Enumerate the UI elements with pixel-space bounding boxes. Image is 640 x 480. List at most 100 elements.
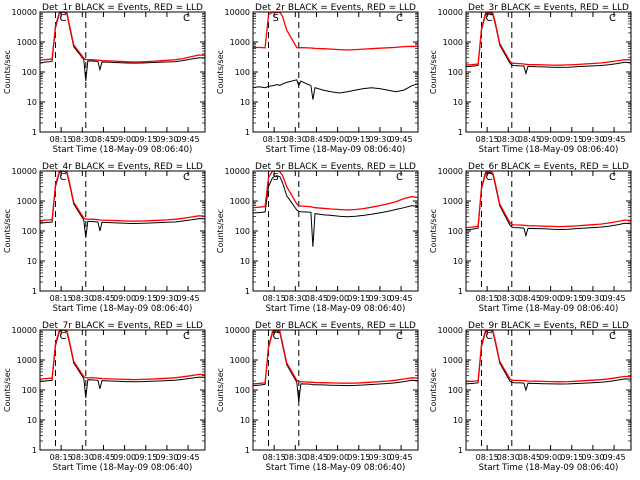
attenuator-marker-right: C	[396, 13, 403, 24]
x-tick-label: 09:00	[326, 294, 349, 303]
y-axis-label: Counts/sec	[3, 50, 12, 94]
y-tick-label: 10000	[225, 8, 250, 17]
x-tick-label: 08:45	[518, 294, 541, 303]
x-tick-label: 09:00	[539, 453, 562, 462]
x-tick-label: 09:15	[560, 135, 583, 144]
y-tick-label: 1	[245, 287, 250, 296]
plot-frame	[252, 11, 419, 133]
x-tick-label: 09:15	[560, 294, 583, 303]
x-tick-label: 08:30	[497, 453, 520, 462]
y-axis-label: Counts/sec	[216, 368, 225, 412]
plot-frame	[39, 11, 206, 133]
x-tick-label: 09:15	[134, 294, 157, 303]
attenuator-marker: S	[272, 13, 278, 24]
x-tick-label: 09:45	[177, 453, 200, 462]
y-tick-label: 1	[32, 128, 37, 137]
x-tick-label: 08:30	[284, 294, 307, 303]
x-tick-label: 08:45	[92, 294, 115, 303]
chart-title: Det_4r BLACK = Events, RED = LLD	[42, 162, 203, 172]
x-tick-label: 09:45	[603, 453, 626, 462]
y-tick-label: 1000	[17, 197, 37, 206]
x-tick-label: 08:45	[92, 135, 115, 144]
chart-panel-6: Det_6r BLACK = Events, RED = LLD 1 10 100 10…	[429, 162, 632, 314]
x-tick-label: 08:30	[284, 453, 307, 462]
y-axis-label: Counts/sec	[429, 368, 438, 412]
x-tick-label: 09:45	[390, 135, 413, 144]
chart-panel-7: Det_7r BLACK = Events, RED = LLD 1 10 100 10…	[3, 321, 206, 473]
x-tick-label: 08:15	[263, 294, 286, 303]
x-tick-label: 08:15	[476, 135, 499, 144]
y-tick-label: 10000	[438, 8, 463, 17]
y-tick-label: 10	[453, 98, 463, 107]
chart-title: Det_7r BLACK = Events, RED = LLD	[42, 321, 203, 331]
y-tick-label: 1000	[443, 356, 463, 365]
attenuator-marker: C	[485, 172, 492, 183]
y-axis-label: Counts/sec	[3, 368, 12, 412]
x-tick-label: 08:15	[476, 294, 499, 303]
lld-series-line	[39, 11, 206, 63]
y-tick-label: 1	[458, 287, 463, 296]
attenuator-marker: C	[59, 331, 66, 342]
chart-title: Det_2r BLACK = Events, RED = LLD	[255, 3, 416, 13]
chart-panel-8: Det_8r BLACK = Events, RED = LLD 1 10 100 10…	[216, 321, 419, 473]
y-tick-label: 100	[235, 227, 250, 236]
y-tick-label: 10	[27, 98, 37, 107]
y-tick-label: 100	[448, 386, 463, 395]
y-axis-label: Counts/sec	[216, 209, 225, 253]
x-tick-label: 09:15	[134, 135, 157, 144]
chart-panel-4: Det_4r BLACK = Events, RED = LLD 1 10 100 10…	[3, 162, 206, 314]
x-tick-label: 09:15	[347, 294, 370, 303]
attenuator-marker: C	[272, 331, 279, 342]
x-axis-label: Start Time (18-May-09 08:06:40)	[266, 145, 406, 155]
y-tick-label: 100	[22, 386, 37, 395]
attenuator-marker: C	[485, 13, 492, 24]
y-tick-label: 1	[32, 446, 37, 455]
x-tick-label: 08:30	[71, 294, 94, 303]
attenuator-marker: C	[59, 13, 66, 24]
x-tick-label: 08:45	[518, 135, 541, 144]
lld-series-line	[39, 170, 206, 222]
attenuator-marker-right: C	[396, 331, 403, 342]
x-tick-label: 08:15	[263, 135, 286, 144]
x-tick-label: 09:30	[155, 294, 178, 303]
plot-frame	[39, 170, 206, 292]
lld-series-line	[465, 329, 632, 383]
attenuator-marker-right: C	[609, 331, 616, 342]
x-tick-label: 09:00	[326, 135, 349, 144]
x-tick-label: 09:00	[113, 135, 136, 144]
plot-frame	[252, 329, 419, 451]
attenuator-marker-right: C	[609, 13, 616, 24]
x-tick-label: 08:45	[518, 453, 541, 462]
x-axis-label: Start Time (18-May-09 08:06:40)	[266, 463, 406, 473]
y-tick-label: 1000	[443, 197, 463, 206]
y-tick-label: 1	[32, 287, 37, 296]
x-axis-label: Start Time (18-May-09 08:06:40)	[479, 145, 619, 155]
plot-frame	[465, 329, 632, 451]
y-tick-label: 1000	[230, 197, 250, 206]
y-tick-label: 1000	[17, 356, 37, 365]
x-tick-label: 08:30	[497, 135, 520, 144]
chart-title: Det_6r BLACK = Events, RED = LLD	[468, 162, 629, 172]
y-tick-label: 10	[27, 416, 37, 425]
x-tick-label: 09:30	[581, 453, 604, 462]
x-tick-label: 09:30	[155, 453, 178, 462]
attenuator-marker: C	[59, 172, 66, 183]
y-tick-label: 10000	[12, 326, 37, 335]
x-tick-label: 08:30	[497, 294, 520, 303]
x-tick-label: 08:45	[305, 294, 328, 303]
y-tick-label: 10	[240, 257, 250, 266]
attenuator-marker: C	[485, 331, 492, 342]
x-axis-label: Start Time (18-May-09 08:06:40)	[266, 304, 406, 314]
y-tick-label: 100	[22, 227, 37, 236]
y-tick-label: 100	[235, 68, 250, 77]
y-tick-label: 1000	[17, 38, 37, 47]
chart-title: Det_9r BLACK = Events, RED = LLD	[468, 321, 629, 331]
y-tick-label: 10	[453, 416, 463, 425]
y-tick-label: 1	[458, 446, 463, 455]
attenuator-marker-right: C	[183, 331, 190, 342]
chart-panel-9: Det_9r BLACK = Events, RED = LLD 1 10 100 10…	[429, 321, 632, 473]
y-tick-label: 10000	[225, 326, 250, 335]
x-tick-label: 09:00	[539, 294, 562, 303]
x-tick-label: 08:45	[305, 453, 328, 462]
